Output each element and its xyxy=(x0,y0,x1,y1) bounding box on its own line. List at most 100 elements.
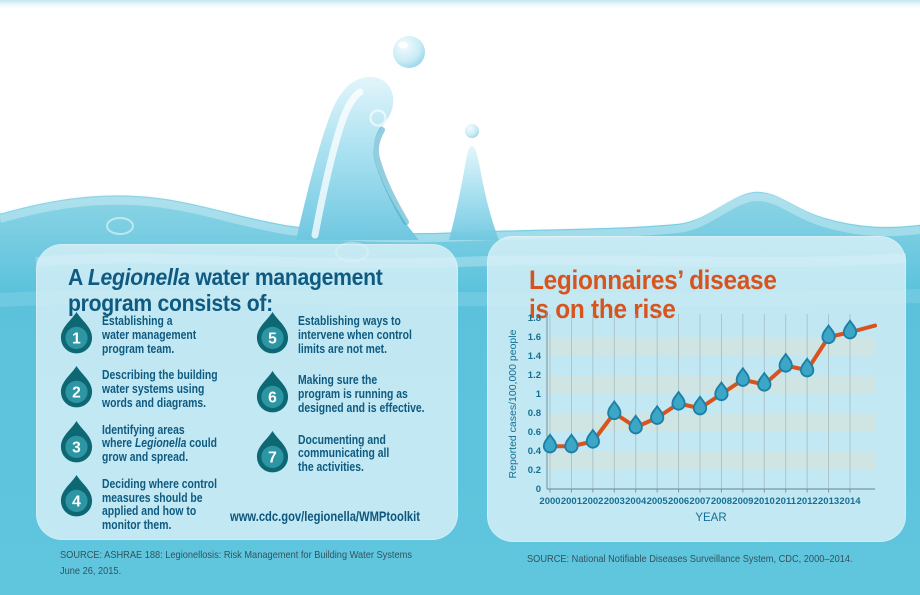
x-axis-tick-label: 2005 xyxy=(647,496,669,507)
x-axis-tick-label: 2000 xyxy=(539,496,560,507)
step-number: 7 xyxy=(268,449,277,466)
chart-band xyxy=(547,375,875,394)
splash-bubble-ring xyxy=(369,109,387,127)
reported-cases-line-chart: 2000 2001 2002 2003 2004 2005 2006 2007 2008 2009… xyxy=(507,312,877,524)
water-ring xyxy=(106,217,134,235)
wave-crest-highlight xyxy=(0,188,920,234)
x-axis-tick-label: 2011 xyxy=(775,496,796,507)
program-step: 7 Documenting and communicating all the act… xyxy=(254,429,456,474)
splash-highlight xyxy=(311,88,364,239)
x-axis-title: YEAR xyxy=(695,512,726,524)
x-axis-tick-label: 2009 xyxy=(732,496,753,507)
x-axis-tick-label: 2014 xyxy=(839,496,861,507)
chart-title-line1: Legionnaires’ disease xyxy=(529,264,777,295)
x-axis-tick-label: 2007 xyxy=(689,496,710,507)
data-point-drop-marker xyxy=(542,433,558,454)
data-point-drop-marker xyxy=(564,433,579,454)
numbered-drop-icon: 4 xyxy=(60,474,93,517)
x-axis-tick-label: 2004 xyxy=(625,496,647,507)
chart-title: Legionnaires’ disease is on the rise xyxy=(529,266,777,323)
left-source-line1: SOURCE: ASHRAE 188: Legionellosis: Risk … xyxy=(60,549,412,561)
data-point-drop-marker xyxy=(692,395,708,416)
program-step-text: Documenting and communicating all the acti… xyxy=(298,431,390,475)
step-number: 3 xyxy=(72,439,81,456)
x-axis-tick-label: 2006 xyxy=(668,496,689,507)
program-step: 3 Identifying areas where Legionella could… xyxy=(58,419,246,464)
top-reflection-band xyxy=(0,0,920,10)
y-axis-tick-label: 0.6 xyxy=(528,427,541,438)
y-axis-tick-label: 1.2 xyxy=(528,370,541,381)
step-number: 6 xyxy=(268,390,277,407)
step-number: 1 xyxy=(72,331,81,348)
program-step: 1 Establishing a water management program t… xyxy=(58,310,246,355)
program-step: 6 Making sure the program is running as des… xyxy=(254,369,456,414)
program-step: 4 Deciding where control measures should b… xyxy=(58,473,246,532)
data-point-drop-marker xyxy=(607,399,622,421)
x-axis-tick-label: 2010 xyxy=(754,496,775,507)
numbered-drop-icon: 1 xyxy=(60,312,93,354)
chart-band xyxy=(547,413,875,432)
x-axis-tick-label: 2002 xyxy=(582,496,603,507)
data-point-drop-marker xyxy=(735,366,750,387)
program-step: 2 Describing the building water systems us… xyxy=(58,364,246,409)
y-axis-tick-label: 1.6 xyxy=(528,332,541,343)
y-axis-title: Reported cases/100,000 people xyxy=(507,329,519,478)
data-point-drop-marker xyxy=(585,428,600,449)
water-droplet xyxy=(393,36,425,68)
legionnaires-chart-panel: Legionnaires’ disease is on the rise 200… xyxy=(487,236,906,542)
chart-line xyxy=(548,323,877,449)
data-point-drop-marker xyxy=(778,352,793,373)
program-step-text: Identifying areas where Legionella could g… xyxy=(102,421,218,465)
data-point-drop-marker xyxy=(714,380,729,402)
program-step-text: Establishing a water management program te… xyxy=(102,313,197,356)
y-axis-tick-label: 1.8 xyxy=(528,313,541,324)
y-axis-tick-label: 1 xyxy=(536,389,542,400)
chart-band xyxy=(547,337,875,356)
data-point-drop-marker xyxy=(800,357,815,378)
numbered-drop-icon: 5 xyxy=(256,312,289,354)
program-items-column-2: 5 Establishing ways to intervene when cont… xyxy=(254,310,456,488)
x-axis-tick-label: 2012 xyxy=(797,496,818,507)
chart-title-line2: is on the rise xyxy=(529,293,676,324)
data-point-drop-marker xyxy=(650,404,665,425)
step-number: 5 xyxy=(268,331,277,348)
water-management-program-panel: A Legionella water management program con… xyxy=(36,244,458,540)
left-source-note: SOURCE: ASHRAE 188: Legionellosis: Risk … xyxy=(60,547,412,580)
toolkit-url-link[interactable]: www.cdc.gov/legionella/WMPtoolkit xyxy=(230,508,421,524)
y-axis-tick-label: 1.4 xyxy=(528,351,542,362)
data-point-drop-marker xyxy=(842,319,858,340)
left-source-line2: June 26, 2015. xyxy=(60,565,122,578)
numbered-drop-icon: 2 xyxy=(60,366,93,408)
program-step-text: Making sure the program is running as desi… xyxy=(298,372,425,415)
x-axis-tick-label: 2008 xyxy=(711,496,732,507)
wave-crest-glow xyxy=(0,193,920,243)
y-axis-tick-label: 0 xyxy=(536,484,541,495)
x-axis-tick-label: 2013 xyxy=(818,496,839,507)
program-items-column-1: 1 Establishing a water management program t… xyxy=(58,310,246,541)
y-axis-tick-label: 0.8 xyxy=(528,408,541,419)
program-step-text: Establishing ways to intervene when contr… xyxy=(298,313,412,356)
step-number: 4 xyxy=(72,494,81,511)
x-axis-tick-label: 2001 xyxy=(561,496,583,507)
y-axis-tick-label: 0.2 xyxy=(528,465,541,476)
right-source-note: SOURCE: National Notifiable Diseases Sur… xyxy=(527,553,853,565)
data-point-drop-marker xyxy=(757,371,772,392)
data-point-drop-marker xyxy=(671,390,686,411)
splash-spike-small xyxy=(449,146,499,240)
data-point-drop-marker xyxy=(628,414,643,435)
splash-shade xyxy=(372,127,409,225)
y-axis-tick-label: 0.4 xyxy=(528,446,542,457)
splash-spike xyxy=(296,76,419,241)
step-number: 2 xyxy=(72,385,81,402)
numbered-drop-icon: 7 xyxy=(256,430,289,473)
chart-band xyxy=(547,451,875,470)
program-step: 5 Establishing ways to intervene when cont… xyxy=(254,310,456,355)
droplet-highlight xyxy=(398,41,408,49)
numbered-drop-icon: 6 xyxy=(256,371,289,413)
program-step-text: Describing the building water systems usi… xyxy=(102,367,218,410)
water-droplet-small xyxy=(465,124,479,138)
x-axis-tick-label: 2003 xyxy=(604,496,625,507)
program-step-text: Deciding where control measures should be… xyxy=(102,475,217,533)
data-point-drop-marker xyxy=(821,323,836,345)
